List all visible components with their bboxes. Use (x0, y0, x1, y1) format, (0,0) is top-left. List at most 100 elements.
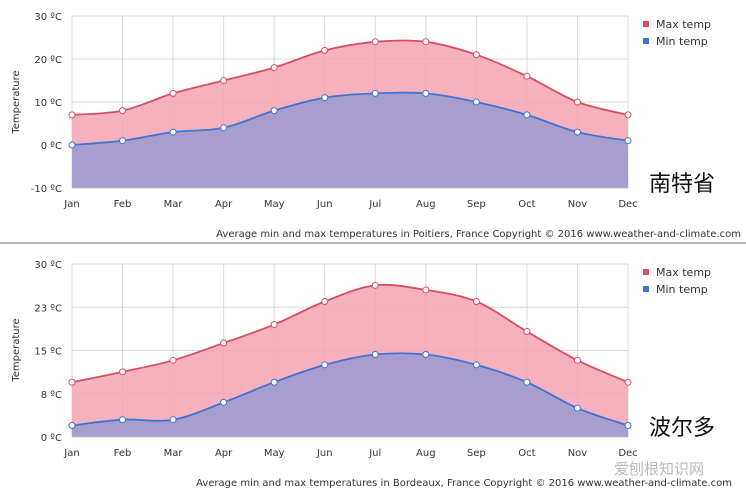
max-temp-point (624, 378, 632, 386)
legend-min-swatch (643, 286, 649, 292)
max-temp-point (371, 281, 379, 289)
max-temp-point (472, 297, 480, 305)
legend-poitiers: Max temp Min temp (643, 18, 711, 48)
y-axis-label: Temperature (11, 318, 22, 382)
legend-max-swatch (643, 21, 649, 27)
poitiers-chart: -10 ºC 0 ºC 10 ºC 20 ºC 30 ºC Jan Feb Mar Apr May… (11, 12, 638, 210)
max-temp-point (523, 72, 531, 80)
max-temp-point (169, 356, 177, 364)
min-temp-point (220, 124, 228, 132)
min-temp-point (169, 128, 177, 136)
x-tick-label: Jan (63, 199, 79, 210)
max-temp-point (573, 356, 581, 364)
max-temp-point (573, 98, 581, 106)
legend-min-swatch (643, 38, 649, 44)
legend-max-swatch (643, 269, 649, 275)
min-temp-point (68, 141, 76, 149)
max-temp-point (220, 77, 228, 84)
x-tick-label: Aug (416, 448, 436, 459)
x-tick-label: Dec (618, 199, 637, 210)
legend-max-label: Max temp (656, 18, 711, 31)
min-temp-point (321, 361, 329, 369)
y-tick-label: 8 ºC (41, 390, 62, 401)
max-temp-point (422, 286, 430, 294)
chart-caption: Average min and max temperatures in Bord… (196, 478, 732, 489)
legend-max-label: Max temp (656, 266, 711, 279)
x-tick-label: Jun (316, 448, 333, 459)
x-tick-label: May (264, 199, 285, 210)
watermark-text: 爱刨根知识网 (614, 460, 704, 478)
y-tick-label: 30 ºC (34, 12, 62, 23)
min-temp-point (523, 378, 531, 386)
max-temp-point (472, 51, 480, 59)
max-temp-point (321, 297, 329, 305)
x-tick-label: Apr (215, 199, 233, 210)
max-temp-point (270, 64, 278, 72)
max-temp-point (523, 327, 531, 335)
city-label-bordeaux: 波尔多 (649, 416, 715, 441)
min-temp-area (72, 92, 628, 188)
x-tick-label: Jul (368, 199, 381, 210)
max-temp-line (71, 283, 629, 384)
min-temp-point (270, 378, 278, 386)
max-temp-point (68, 378, 76, 386)
x-tick-label: Nov (568, 448, 588, 459)
y-axis-label: Temperature (11, 70, 22, 134)
x-tick-label: Oct (518, 448, 535, 459)
x-tick-label: May (264, 448, 285, 459)
min-temp-point (573, 128, 581, 136)
max-temp-point (321, 46, 329, 54)
y-tick-label: 20 ºC (34, 55, 62, 66)
y-tick-label: 0 ºC (41, 433, 62, 444)
min-temp-point (169, 416, 177, 424)
x-tick-label: Oct (518, 199, 535, 210)
max-temp-point (270, 321, 278, 329)
min-temp-point (371, 89, 379, 97)
min-temp-point (68, 421, 76, 429)
max-temp-point (220, 339, 228, 347)
min-temp-point (321, 94, 329, 102)
x-tick-label: Mar (164, 199, 184, 210)
x-tick-label: Feb (114, 199, 132, 210)
max-temp-point (624, 111, 632, 119)
min-temp-area (72, 353, 628, 437)
max-temp-point (371, 38, 379, 46)
x-tick-label: Jul (368, 448, 381, 459)
min-temp-point (119, 137, 127, 145)
x-tick-label: Nov (568, 199, 588, 210)
x-tick-label: Dec (618, 448, 637, 459)
x-tick-label: Apr (215, 448, 233, 459)
min-temp-point (472, 98, 480, 106)
min-temp-point (371, 351, 379, 359)
y-tick-label: 30 ºC (34, 260, 62, 271)
y-tick-label: -10 ºC (31, 184, 62, 195)
y-tick-label: 23 ºC (34, 303, 62, 314)
x-tick-label: Sep (467, 199, 486, 210)
city-label-nantes: 南特省 (649, 172, 715, 197)
min-temp-point (270, 107, 278, 115)
x-tick-label: Mar (164, 448, 184, 459)
min-temp-point (422, 89, 430, 97)
max-temp-point (169, 89, 177, 97)
min-temp-point (119, 416, 127, 424)
legend-bordeaux: Max temp Min temp (643, 266, 711, 296)
min-temp-line (71, 91, 629, 146)
x-tick-label: Aug (416, 199, 436, 210)
y-tick-label: 0 ºC (41, 141, 62, 152)
min-temp-line (71, 352, 629, 427)
max-temp-line (71, 39, 629, 116)
min-temp-point (573, 404, 581, 412)
max-temp-point (119, 107, 127, 115)
min-temp-point (422, 351, 430, 359)
max-temp-point (422, 38, 430, 46)
min-temp-point (523, 111, 531, 119)
bordeaux-chart: 0 ºC 8 ºC 15 ºC 23 ºC 30 ºC Jan Feb Mar Apr May Ju… (11, 260, 638, 459)
x-tick-label: Sep (467, 448, 486, 459)
x-tick-label: Jan (63, 448, 79, 459)
max-temp-point (119, 368, 127, 376)
chart-caption: Average min and max temperatures in Poit… (216, 229, 741, 240)
max-temp-point (68, 111, 76, 119)
legend-min-label: Min temp (656, 283, 708, 296)
y-tick-label: 10 ºC (34, 98, 62, 109)
